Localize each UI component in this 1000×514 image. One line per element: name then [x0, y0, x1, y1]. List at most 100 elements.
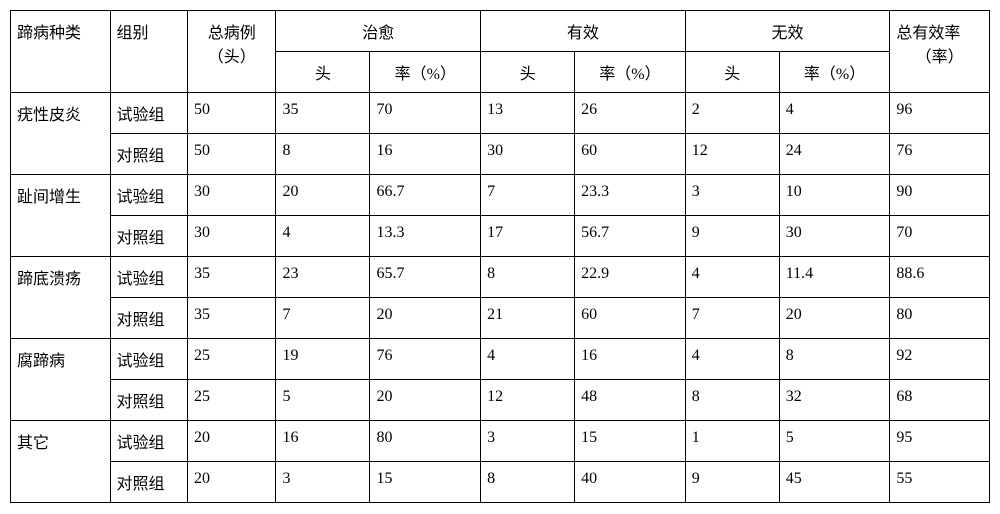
- table-row: 疣性皮炎试验组50357013262496: [11, 93, 990, 134]
- th-cured: 治愈: [276, 11, 481, 52]
- cell-eff-head: 13: [481, 93, 575, 134]
- th-total-eff-l2: （率）: [896, 43, 983, 67]
- cell-inef-rate: 10: [779, 175, 890, 216]
- cell-cured-head: 8: [276, 134, 370, 175]
- table-row: 对照组30413.31756.793070: [11, 216, 990, 257]
- cell-total-eff: 96: [890, 93, 990, 134]
- treatment-results-table: 蹄病种类组别总病例（头）治愈有效无效总有效率（率）头率（%）头率（%）头率（%）…: [10, 10, 990, 503]
- th-disease-type: 蹄病种类: [11, 11, 111, 93]
- th-total-eff-l1: 总有效率: [896, 19, 983, 43]
- cell-inef-head: 9: [685, 462, 779, 503]
- cell-eff-head: 30: [481, 134, 575, 175]
- th-cured-rate: 率（%）: [370, 52, 481, 93]
- cell-total-eff: 95: [890, 421, 990, 462]
- cell-eff-head: 17: [481, 216, 575, 257]
- cell-total: 30: [187, 175, 275, 216]
- cell-inef-rate: 8: [779, 339, 890, 380]
- cell-cured-head: 3: [276, 462, 370, 503]
- cell-eff-head: 7: [481, 175, 575, 216]
- cell-inef-head: 9: [685, 216, 779, 257]
- cell-cured-rate: 16: [370, 134, 481, 175]
- cell-eff-rate: 16: [575, 339, 686, 380]
- th-effective: 有效: [481, 11, 686, 52]
- cell-inef-rate: 11.4: [779, 257, 890, 298]
- th-effective-head: 头: [481, 52, 575, 93]
- cell-inef-rate: 32: [779, 380, 890, 421]
- th-total-eff: 总有效率（率）: [890, 11, 990, 93]
- cell-total-eff: 70: [890, 216, 990, 257]
- cell-group: 试验组: [110, 421, 187, 462]
- cell-group: 对照组: [110, 380, 187, 421]
- cell-eff-head: 4: [481, 339, 575, 380]
- cell-inef-rate: 30: [779, 216, 890, 257]
- cell-eff-rate: 60: [575, 134, 686, 175]
- th-ineffective-rate: 率（%）: [779, 52, 890, 93]
- cell-disease-type: 疣性皮炎: [11, 93, 111, 175]
- th-total-cases: 总病例（头）: [187, 11, 275, 93]
- cell-group: 试验组: [110, 93, 187, 134]
- cell-cured-rate: 80: [370, 421, 481, 462]
- cell-total: 25: [187, 380, 275, 421]
- cell-total-eff: 92: [890, 339, 990, 380]
- cell-cured-rate: 20: [370, 298, 481, 339]
- cell-group: 试验组: [110, 339, 187, 380]
- cell-group: 对照组: [110, 216, 187, 257]
- cell-inef-rate: 24: [779, 134, 890, 175]
- cell-eff-head: 21: [481, 298, 575, 339]
- cell-eff-rate: 40: [575, 462, 686, 503]
- table-row: 腐蹄病试验组2519764164892: [11, 339, 990, 380]
- cell-inef-rate: 4: [779, 93, 890, 134]
- cell-total-eff: 88.6: [890, 257, 990, 298]
- cell-disease-type: 趾间增生: [11, 175, 111, 257]
- cell-total: 30: [187, 216, 275, 257]
- table-row: 对照组25520124883268: [11, 380, 990, 421]
- th-ineffective: 无效: [685, 11, 890, 52]
- cell-inef-head: 8: [685, 380, 779, 421]
- cell-disease-type: 其它: [11, 421, 111, 503]
- cell-inef-rate: 20: [779, 298, 890, 339]
- cell-inef-head: 1: [685, 421, 779, 462]
- cell-inef-head: 4: [685, 339, 779, 380]
- cell-total: 50: [187, 134, 275, 175]
- cell-inef-head: 12: [685, 134, 779, 175]
- cell-total: 50: [187, 93, 275, 134]
- cell-total: 20: [187, 421, 275, 462]
- cell-eff-rate: 26: [575, 93, 686, 134]
- cell-inef-head: 2: [685, 93, 779, 134]
- cell-group: 对照组: [110, 462, 187, 503]
- cell-total-eff: 90: [890, 175, 990, 216]
- cell-eff-head: 8: [481, 462, 575, 503]
- cell-total: 35: [187, 298, 275, 339]
- table-row: 其它试验组2016803151595: [11, 421, 990, 462]
- cell-inef-head: 7: [685, 298, 779, 339]
- cell-inef-head: 4: [685, 257, 779, 298]
- cell-cured-head: 7: [276, 298, 370, 339]
- cell-cured-head: 4: [276, 216, 370, 257]
- cell-cured-head: 19: [276, 339, 370, 380]
- cell-eff-rate: 23.3: [575, 175, 686, 216]
- cell-eff-head: 3: [481, 421, 575, 462]
- cell-eff-rate: 60: [575, 298, 686, 339]
- cell-cured-head: 16: [276, 421, 370, 462]
- cell-eff-rate: 48: [575, 380, 686, 421]
- cell-group: 对照组: [110, 134, 187, 175]
- th-total-cases-l1: 总病例: [194, 19, 269, 43]
- cell-total-eff: 80: [890, 298, 990, 339]
- th-ineffective-head: 头: [685, 52, 779, 93]
- cell-cured-rate: 65.7: [370, 257, 481, 298]
- cell-total: 20: [187, 462, 275, 503]
- cell-eff-rate: 22.9: [575, 257, 686, 298]
- cell-cured-rate: 20: [370, 380, 481, 421]
- cell-eff-rate: 56.7: [575, 216, 686, 257]
- cell-total-eff: 76: [890, 134, 990, 175]
- cell-cured-rate: 70: [370, 93, 481, 134]
- cell-inef-rate: 45: [779, 462, 890, 503]
- th-effective-rate: 率（%）: [575, 52, 686, 93]
- cell-total: 35: [187, 257, 275, 298]
- cell-inef-head: 3: [685, 175, 779, 216]
- table-row: 趾间增生试验组302066.7723.331090: [11, 175, 990, 216]
- th-total-cases-l2: （头）: [194, 43, 269, 67]
- table-row: 对照组35720216072080: [11, 298, 990, 339]
- cell-eff-head: 12: [481, 380, 575, 421]
- cell-disease-type: 蹄底溃疡: [11, 257, 111, 339]
